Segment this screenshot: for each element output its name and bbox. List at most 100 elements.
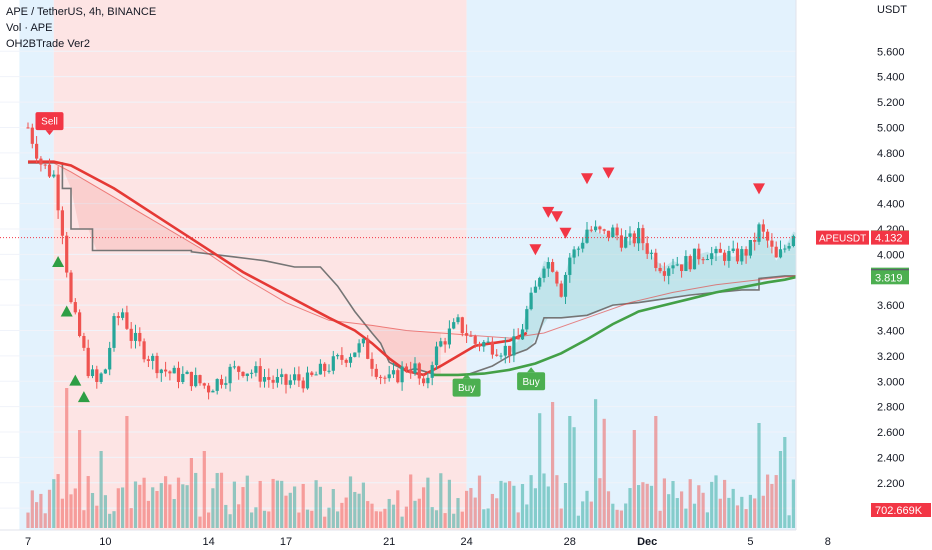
candle (538, 276, 542, 290)
candle-body (30, 127, 34, 144)
candle (602, 228, 606, 235)
sell-arrow-marker (602, 167, 615, 179)
candle-body (697, 248, 701, 260)
chart-title: APE / TetherUS, 4h, BINANCE (6, 6, 157, 18)
candle (619, 228, 623, 252)
badge-box (452, 378, 481, 397)
candle-body (284, 374, 288, 385)
y-tick-label: 4.800 (877, 148, 905, 160)
volume-bar (353, 491, 357, 528)
x-tick-label: 8 (825, 536, 831, 548)
y-tick-label: 2.600 (877, 427, 905, 439)
volume-bar (198, 516, 202, 528)
candle-body (219, 379, 224, 385)
candle (559, 280, 563, 298)
volume-bar (297, 512, 301, 528)
volume-bar (723, 479, 727, 528)
buy-signal-badge: Buy (452, 373, 481, 397)
candle (245, 373, 249, 382)
volume-bar (452, 513, 456, 528)
price-badge-value: 702.669K (875, 505, 923, 517)
volume-bar (482, 509, 486, 528)
candle (447, 320, 451, 349)
candle-body (499, 355, 503, 357)
volume-bar (456, 498, 460, 528)
y-tick-label: 3.600 (877, 300, 905, 312)
candle-body (723, 252, 727, 261)
candle (164, 361, 168, 377)
volume-bar (305, 509, 310, 528)
candle-body (409, 370, 413, 374)
volume-bar (705, 512, 709, 528)
candle (594, 220, 598, 233)
candle-body (508, 345, 512, 356)
candle (675, 256, 679, 267)
candle-body (770, 240, 774, 247)
candle (680, 264, 684, 278)
candle (684, 250, 688, 272)
candle-body (452, 322, 456, 329)
candle-body (473, 336, 477, 344)
candle-body (194, 375, 198, 387)
volume-bar (374, 511, 378, 528)
candle-body (606, 230, 611, 238)
badge-pointer (45, 130, 54, 136)
volume-bar (194, 472, 198, 528)
volume-bar (495, 498, 499, 528)
volume-bar (688, 479, 692, 528)
volume-bar (207, 512, 211, 528)
volume-bar (581, 501, 585, 528)
candle-body (529, 292, 533, 310)
candle-body (628, 233, 632, 237)
candle-body (280, 374, 284, 377)
candle (791, 234, 795, 248)
candle (314, 371, 318, 376)
candle-body (662, 271, 666, 276)
candle-body (735, 248, 740, 262)
volume-bar (680, 491, 684, 528)
volume-bar (684, 508, 688, 528)
candle-body (731, 248, 735, 252)
candle (327, 364, 331, 374)
volume-bar (211, 488, 215, 528)
candle (572, 246, 576, 265)
candle-body (43, 164, 47, 166)
volume-bar (546, 486, 550, 528)
y-tick-label: 5.600 (877, 46, 905, 58)
candle (78, 309, 82, 338)
candle (318, 359, 322, 375)
volume-bar (770, 483, 774, 528)
sell-arrow-marker (542, 206, 555, 218)
candle-body (327, 370, 331, 372)
volume-bar (563, 482, 568, 528)
candle-body (138, 332, 142, 342)
badge-box (35, 112, 64, 131)
price-badge: 3.819 (871, 270, 909, 285)
badge-label: Buy (458, 383, 475, 394)
indicator-label: OH2BTrade Ver2 (6, 38, 90, 50)
volume-bar (202, 451, 206, 528)
volume-bar (426, 477, 430, 528)
y-tick-label: 3.000 (877, 376, 905, 388)
volume-bar (310, 510, 314, 528)
sell-arrow-marker (581, 173, 593, 185)
volume-bar (275, 480, 279, 528)
volume-bar (503, 482, 507, 528)
candle (555, 270, 559, 287)
volume-bar (615, 509, 619, 528)
candle-body (215, 379, 219, 391)
volume-bar (748, 494, 752, 528)
candle (443, 337, 447, 353)
candle (215, 378, 219, 395)
candle (456, 314, 460, 325)
candle (740, 246, 744, 265)
candle (121, 308, 125, 321)
candle-body (675, 264, 679, 266)
candle (86, 339, 90, 379)
volume-bar (512, 485, 516, 528)
candle (331, 350, 335, 375)
candle-body (744, 249, 748, 256)
candle (26, 122, 30, 129)
y-tick-label: 5.200 (877, 97, 905, 109)
